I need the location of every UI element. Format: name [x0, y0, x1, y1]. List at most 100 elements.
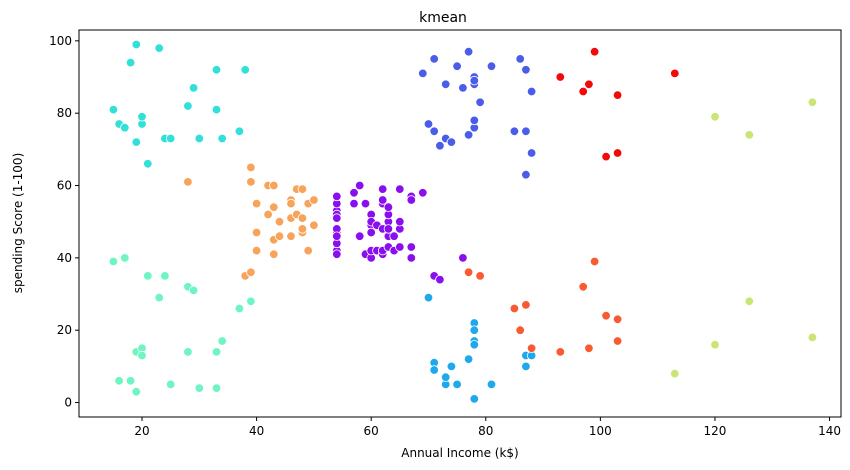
- data-point-cluster-high-income-high-score-2: [429, 54, 439, 64]
- data-point-cluster-high-income-high-score-0: [418, 68, 428, 79]
- data-point-cluster-orange-red-11: [612, 336, 623, 346]
- x-tick-label-100: 100: [589, 424, 612, 438]
- data-point-cluster-high-income-low-score-12: [469, 325, 480, 335]
- data-point-cluster-low-income-high-score-17: [217, 133, 227, 144]
- data-point-cluster-high-income-high-score-11: [463, 130, 474, 140]
- data-point-cluster-mid-income-left-8: [263, 209, 273, 220]
- data-point-cluster-mid-income-left-29: [309, 195, 319, 205]
- data-point-cluster-low-income-high-score-7: [137, 112, 147, 122]
- y-axis-label: spending Score (1-100): [11, 153, 25, 294]
- data-point-cluster-low-income-low-score-2: [120, 253, 130, 263]
- y-tick-label-20: 20: [57, 323, 72, 337]
- chart-title: kmean: [419, 10, 467, 26]
- data-point-cluster-mid-income-right-7: [332, 249, 342, 259]
- data-point-cluster-high-income-low-score-6: [452, 379, 462, 390]
- data-point-cluster-red-0: [555, 72, 566, 82]
- plot-frame: [78, 29, 842, 418]
- data-point-cluster-mid-income-right-11: [349, 188, 359, 198]
- data-point-cluster-low-income-low-score-8: [143, 271, 153, 281]
- data-point-cluster-low-income-high-score-9: [154, 43, 164, 53]
- data-point-cluster-mid-income-left-3: [246, 177, 256, 187]
- data-point-cluster-mid-income-right-45: [406, 195, 417, 205]
- data-point-cluster-low-income-high-score-19: [240, 65, 250, 75]
- data-point-cluster-lime-0: [670, 368, 680, 379]
- data-point-cluster-low-income-high-score-14: [194, 133, 205, 144]
- data-point-cluster-mid-income-right-27: [378, 184, 388, 194]
- data-point-cluster-mid-income-left-22: [297, 213, 308, 223]
- data-point-cluster-mid-income-left-28: [309, 220, 319, 231]
- x-tick-label-140: 140: [818, 424, 841, 438]
- data-point-cluster-orange-red-8: [584, 343, 594, 354]
- data-point-cluster-mid-income-right-29: [378, 195, 388, 205]
- y-tick-label-100: 100: [49, 34, 72, 48]
- data-point-cluster-mid-income-left-0: [183, 177, 193, 187]
- x-tick-label-80: 80: [478, 424, 493, 438]
- data-point-cluster-mid-income-right-40: [395, 216, 405, 227]
- data-point-cluster-mid-income-left-4: [246, 162, 256, 173]
- data-point-cluster-low-income-low-score-17: [211, 347, 222, 357]
- data-point-cluster-red-6: [612, 90, 623, 100]
- data-point-cluster-mid-income-right-47: [418, 188, 428, 198]
- data-point-cluster-mid-income-right-38: [389, 231, 399, 241]
- data-point-cluster-red-4: [601, 151, 611, 162]
- data-point-cluster-mid-income-right-12: [349, 198, 359, 209]
- data-point-cluster-high-income-low-score-15: [521, 361, 531, 372]
- data-point-cluster-low-income-low-score-10: [160, 271, 170, 281]
- data-point-cluster-red-2: [584, 79, 594, 90]
- data-point-cluster-mid-income-left-15: [274, 231, 285, 241]
- data-point-cluster-low-income-low-score-3: [125, 376, 136, 386]
- data-point-cluster-mid-income-right-34: [383, 224, 394, 234]
- data-point-cluster-high-income-low-score-13: [486, 379, 497, 390]
- data-point-cluster-high-income-low-score-0: [423, 292, 434, 303]
- data-point-cluster-mid-income-right-21: [366, 227, 376, 238]
- data-point-cluster-mid-income-right-13: [355, 180, 365, 191]
- data-point-cluster-low-income-high-score-18: [234, 126, 245, 137]
- data-point-cluster-red-3: [589, 47, 600, 57]
- data-point-cluster-high-income-high-score-19: [509, 126, 520, 137]
- data-point-cluster-high-income-high-score-23: [521, 65, 531, 75]
- data-point-cluster-orange-red-0: [463, 267, 474, 278]
- y-tick-label-0: 0: [64, 396, 72, 410]
- data-point-cluster-mid-income-left-14: [274, 216, 285, 227]
- data-point-cluster-high-income-high-score-24: [526, 86, 537, 97]
- data-point-cluster-high-income-low-score-8: [469, 394, 480, 404]
- data-point-cluster-low-income-low-score-13: [183, 347, 193, 357]
- data-point-cluster-low-income-high-score-11: [165, 133, 176, 144]
- data-point-cluster-red-7: [670, 68, 680, 79]
- y-tick-label-40: 40: [57, 251, 72, 265]
- data-point-cluster-low-income-high-score-13: [188, 83, 199, 93]
- data-point-cluster-mid-income-left-27: [303, 245, 313, 256]
- data-point-cluster-orange-red-2: [509, 303, 520, 314]
- data-point-cluster-lime-5: [807, 97, 818, 108]
- data-point-cluster-low-income-low-score-19: [234, 303, 245, 314]
- data-point-cluster-low-income-low-score-11: [165, 379, 176, 390]
- x-tick-label-20: 20: [134, 424, 149, 438]
- data-point-cluster-high-income-high-score-9: [458, 83, 468, 93]
- data-point-cluster-low-income-low-score-16: [211, 383, 222, 393]
- data-point-cluster-low-income-low-score-15: [194, 383, 205, 393]
- data-point-cluster-orange-red-5: [526, 343, 537, 354]
- data-point-cluster-low-income-high-score-15: [211, 65, 222, 75]
- data-point-cluster-mid-income-right-46: [406, 253, 417, 263]
- data-point-cluster-high-income-high-score-21: [521, 169, 531, 180]
- data-point-cluster-low-income-low-score-14: [188, 285, 199, 296]
- data-point-cluster-mid-income-right-10: [332, 231, 342, 241]
- data-point-cluster-orange-red-1: [475, 271, 485, 281]
- data-point-cluster-high-income-high-score-8: [452, 61, 462, 71]
- data-point-cluster-high-income-high-score-3: [429, 126, 439, 137]
- data-point-cluster-mid-income-left-17: [286, 231, 296, 241]
- data-point-cluster-mid-income-left-10: [269, 180, 279, 191]
- data-point-cluster-high-income-high-score-25: [526, 148, 537, 158]
- data-point-cluster-lime-6: [807, 332, 818, 343]
- data-point-cluster-low-income-high-score-5: [131, 137, 142, 147]
- data-point-cluster-orange-red-9: [589, 256, 600, 267]
- y-tick-label-80: 80: [57, 106, 72, 120]
- data-point-cluster-mid-income-left-11: [269, 202, 279, 212]
- y-axis-ticks: 0 20 40 60 80 100: [49, 34, 79, 410]
- data-point-cluster-low-income-low-score-20: [246, 296, 256, 307]
- data-point-cluster-low-income-high-score-16: [211, 104, 222, 115]
- data-point-cluster-high-income-low-score-7: [463, 354, 474, 364]
- data-point-cluster-mid-income-left-7: [251, 245, 262, 256]
- data-point-cluster-low-income-high-score-3: [125, 57, 136, 68]
